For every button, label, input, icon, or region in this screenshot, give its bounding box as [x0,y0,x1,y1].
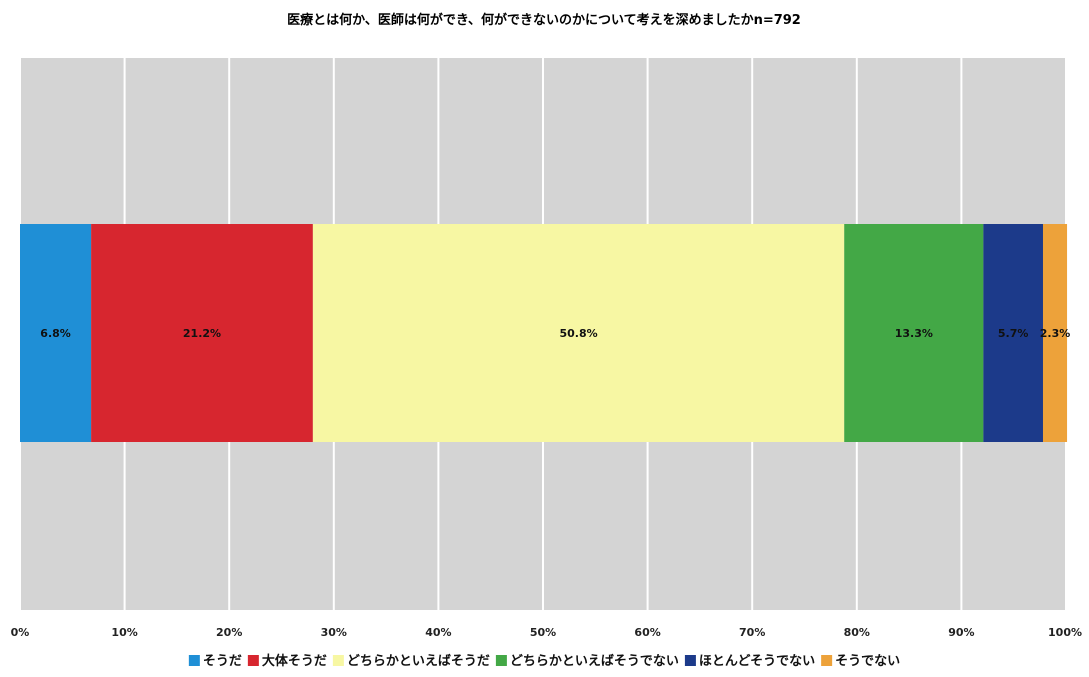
x-tick-label: 10% [111,626,137,639]
x-tick-label: 100% [1048,626,1082,639]
legend-swatch [821,655,833,666]
legend-label: そうだ [203,654,242,669]
legend-label: どちらかといえばそうだ [347,654,490,669]
x-tick-label: 50% [530,626,556,639]
bar-segment-4 [844,224,984,442]
legend: そうだ 大体そうだ どちらかといえばそうだ どちらかといえばそうでない ほとんどそうでな… [188,653,900,669]
legend-label: 大体そうだ [262,653,327,669]
legend-item-1: そうだ [188,654,242,669]
bar-segment-6 [1042,224,1068,442]
legend-swatch [188,655,200,666]
data-label-6: 2.3% [1040,327,1071,340]
bar-segment-2 [91,224,313,442]
x-tick-label: 60% [634,626,660,639]
x-tick-label: 30% [321,626,347,639]
legend-item-4: どちらかといえばそうでない [495,654,679,669]
legend-swatch [684,655,696,666]
x-tick-label: 80% [844,626,870,639]
legend-label: ほとんどそうでない [699,654,815,669]
legend-item-5: ほとんどそうでない [684,654,815,669]
data-label-3: 50.8% [559,327,597,340]
x-axis-ticks: 0% 10% 20% 30% 40% 50% 60% 70% 80% 90% 100% [11,626,1082,639]
legend-item-2: 大体そうだ [247,653,327,669]
legend-swatch [247,655,259,666]
data-label-1: 6.8% [40,327,71,340]
x-tick-label: 40% [425,626,451,639]
legend-label: どちらかといえばそうでない [510,654,679,669]
legend-swatch [332,655,344,666]
legend-label: そうでない [835,654,900,669]
legend-item-6: そうでない [821,654,900,669]
plot-area: 6.8% 21.2% 50.8% 13.3% 5.7% 2.3% [19,58,1071,610]
legend-swatch [495,655,507,666]
data-label-5: 5.7% [998,327,1029,340]
x-tick-label: 20% [216,626,242,639]
bar-segment-1 [20,224,92,442]
x-tick-label: 90% [948,626,974,639]
chart-title: 医療とは何か、医師は何ができ、何ができないのかについて考えを深めましたかn=79… [287,12,801,28]
bar-segment-5 [983,224,1043,442]
x-tick-label: 70% [739,626,765,639]
legend-item-3: どちらかといえばそうだ [332,654,490,669]
bar-segment-3 [312,224,845,442]
data-label-2: 21.2% [183,327,221,340]
x-tick-label: 0% [11,626,30,639]
data-label-4: 13.3% [895,327,933,340]
